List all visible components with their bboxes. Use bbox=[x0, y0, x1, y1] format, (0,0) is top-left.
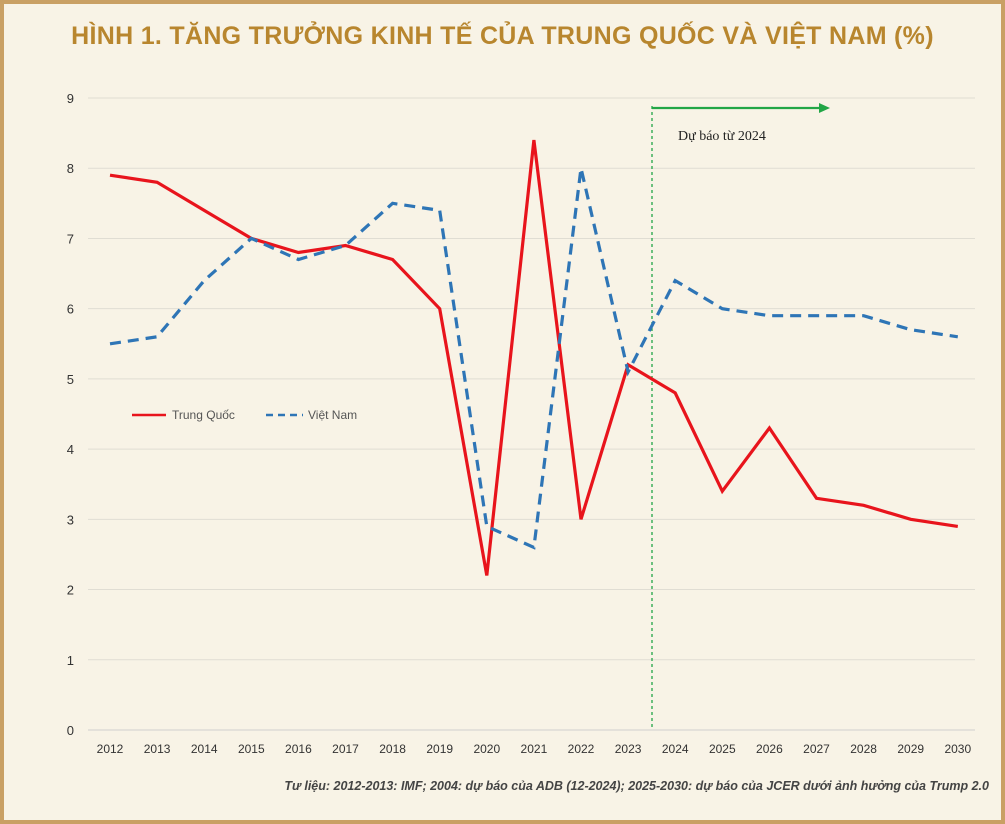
x-tick-label: 2022 bbox=[568, 742, 595, 756]
series-line-vietnam bbox=[109, 167, 959, 550]
x-tick-label: 2027 bbox=[803, 742, 830, 756]
x-tick-label: 2020 bbox=[473, 742, 500, 756]
y-tick-label: 4 bbox=[67, 442, 74, 457]
y-tick-label: 2 bbox=[67, 583, 74, 598]
x-tick-label: 2021 bbox=[521, 742, 548, 756]
y-tick-label: 8 bbox=[67, 161, 74, 176]
y-tick-label: 3 bbox=[67, 512, 74, 527]
legend: Trung Quốc Việt Nam bbox=[132, 408, 357, 422]
x-tick-label: 2017 bbox=[332, 742, 359, 756]
x-tick-label: 2019 bbox=[426, 742, 453, 756]
x-tick-label: 2018 bbox=[379, 742, 406, 756]
x-tick-label: 2014 bbox=[191, 742, 218, 756]
y-tick-label: 5 bbox=[67, 372, 74, 387]
x-tick-label: 2016 bbox=[285, 742, 312, 756]
series-line-china bbox=[109, 139, 959, 576]
y-tick-label: 1 bbox=[67, 653, 74, 668]
x-tick-label: 2024 bbox=[662, 742, 689, 756]
legend-china-label: Trung Quốc bbox=[172, 408, 235, 422]
x-tick-label: 2023 bbox=[615, 742, 642, 756]
series-lines bbox=[109, 139, 959, 576]
y-tick-label: 6 bbox=[67, 302, 74, 317]
x-tick-label: 2015 bbox=[238, 742, 265, 756]
forecast-annotation: Dự báo từ 2024 bbox=[678, 129, 766, 144]
forecast-marker: Dự báo từ 2024 bbox=[651, 103, 830, 730]
y-axis-ticks: 0 1 2 3 4 5 6 7 8 9 bbox=[67, 91, 74, 738]
x-tick-label: 2029 bbox=[897, 742, 924, 756]
x-tick-label: 2025 bbox=[709, 742, 736, 756]
y-tick-label: 9 bbox=[67, 91, 74, 106]
x-tick-label: 2026 bbox=[756, 742, 783, 756]
y-tick-label: 7 bbox=[67, 231, 74, 246]
x-axis-ticks: 2012 2013 2014 2015 2016 2017 2018 2019 2020 2021… bbox=[97, 742, 972, 756]
legend-vietnam-label: Việt Nam bbox=[308, 408, 357, 422]
x-tick-label: 2012 bbox=[97, 742, 124, 756]
x-tick-label: 2030 bbox=[944, 742, 971, 756]
chart-title: HÌNH 1. TĂNG TRƯỞNG KINH TẾ CỦA TRUNG QU… bbox=[71, 22, 934, 50]
y-tick-label: 0 bbox=[67, 723, 74, 738]
gridlines bbox=[88, 97, 975, 731]
x-tick-label: 2013 bbox=[144, 742, 171, 756]
source-note: Tư liệu: 2012-2013: IMF; 2004: dự báo củ… bbox=[284, 779, 989, 793]
x-tick-label: 2028 bbox=[850, 742, 877, 756]
forecast-arrow-head bbox=[819, 103, 830, 113]
chart-frame bbox=[4, 4, 1001, 820]
